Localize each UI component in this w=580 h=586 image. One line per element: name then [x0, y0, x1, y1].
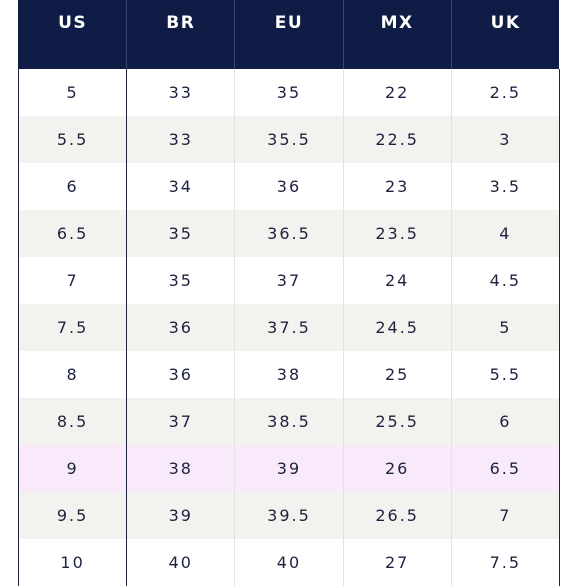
- table-row: 8 36 38 25 5.5: [17, 351, 560, 398]
- cell-mx: 25.5: [342, 398, 452, 445]
- cell-uk: 4: [450, 210, 560, 257]
- cell-mx: 25: [342, 351, 452, 398]
- cell-eu: 35.5: [234, 116, 344, 163]
- cell-uk: 6.5: [450, 445, 560, 492]
- cell-us: 5.5: [17, 116, 127, 163]
- size-conversion-table: US BR EU MX UK 5 33 35 22 2.5 5.5 33 35.…: [17, 0, 560, 586]
- cell-us: 7: [17, 257, 127, 304]
- cell-br: 33: [126, 116, 235, 163]
- cell-eu: 36.5: [234, 210, 344, 257]
- cell-uk: 4.5: [450, 257, 560, 304]
- cell-br: 34: [126, 163, 235, 210]
- cell-uk: 5.5: [450, 351, 560, 398]
- table-row: 5.5 33 35.5 22.5 3: [17, 116, 560, 163]
- cell-br: 40: [126, 539, 235, 586]
- cell-us: 6: [17, 163, 127, 210]
- cell-br: 39: [126, 492, 235, 539]
- column-header-eu: EU: [234, 0, 344, 69]
- cell-br: 35: [126, 210, 235, 257]
- cell-mx: 22.5: [342, 116, 452, 163]
- cell-eu: 37: [234, 257, 344, 304]
- cell-br: 35: [126, 257, 235, 304]
- cell-uk: 5: [450, 304, 560, 351]
- table-row: 7.5 36 37.5 24.5 5: [17, 304, 560, 351]
- cell-eu: 39.5: [234, 492, 344, 539]
- cell-mx: 24: [342, 257, 452, 304]
- table-row: 5 33 35 22 2.5: [17, 69, 560, 116]
- cell-us: 6.5: [17, 210, 127, 257]
- cell-us: 8: [17, 351, 127, 398]
- table-row: 6.5 35 36.5 23.5 4: [17, 210, 560, 257]
- cell-us: 8.5: [17, 398, 127, 445]
- cell-eu: 36: [234, 163, 344, 210]
- cell-uk: 7: [450, 492, 560, 539]
- cell-eu: 38: [234, 351, 344, 398]
- cell-br: 37: [126, 398, 235, 445]
- cell-br: 36: [126, 304, 235, 351]
- cell-uk: 3.5: [450, 163, 560, 210]
- table-header-row: US BR EU MX UK: [17, 0, 560, 69]
- table-row: 8.5 37 38.5 25.5 6: [17, 398, 560, 445]
- column-header-br: BR: [126, 0, 235, 69]
- cell-us: 9.5: [17, 492, 127, 539]
- cell-br: 38: [126, 445, 235, 492]
- column-header-uk: UK: [450, 0, 560, 69]
- cell-uk: 3: [450, 116, 560, 163]
- table-row-highlighted: 9 38 39 26 6.5: [17, 445, 560, 492]
- cell-mx: 22: [342, 69, 452, 116]
- cell-mx: 26.5: [342, 492, 452, 539]
- cell-mx: 23: [342, 163, 452, 210]
- cell-br: 36: [126, 351, 235, 398]
- cell-eu: 37.5: [234, 304, 344, 351]
- cell-eu: 39: [234, 445, 344, 492]
- cell-mx: 23.5: [342, 210, 452, 257]
- cell-us: 7.5: [17, 304, 127, 351]
- cell-us: 9: [17, 445, 127, 492]
- cell-us: 10: [17, 539, 127, 586]
- cell-mx: 26: [342, 445, 452, 492]
- cell-br: 33: [126, 69, 235, 116]
- cell-uk: 7.5: [450, 539, 560, 586]
- cell-eu: 40: [234, 539, 344, 586]
- cell-eu: 38.5: [234, 398, 344, 445]
- cell-mx: 24.5: [342, 304, 452, 351]
- cell-mx: 27: [342, 539, 452, 586]
- table-row: 10 40 40 27 7.5: [17, 539, 560, 586]
- table-row: 6 34 36 23 3.5: [17, 163, 560, 210]
- table-row: 9.5 39 39.5 26.5 7: [17, 492, 560, 539]
- cell-us: 5: [17, 69, 127, 116]
- table-row: 7 35 37 24 4.5: [17, 257, 560, 304]
- cell-eu: 35: [234, 69, 344, 116]
- column-header-mx: MX: [342, 0, 452, 69]
- cell-uk: 2.5: [450, 69, 560, 116]
- column-header-us: US: [17, 0, 127, 69]
- cell-uk: 6: [450, 398, 560, 445]
